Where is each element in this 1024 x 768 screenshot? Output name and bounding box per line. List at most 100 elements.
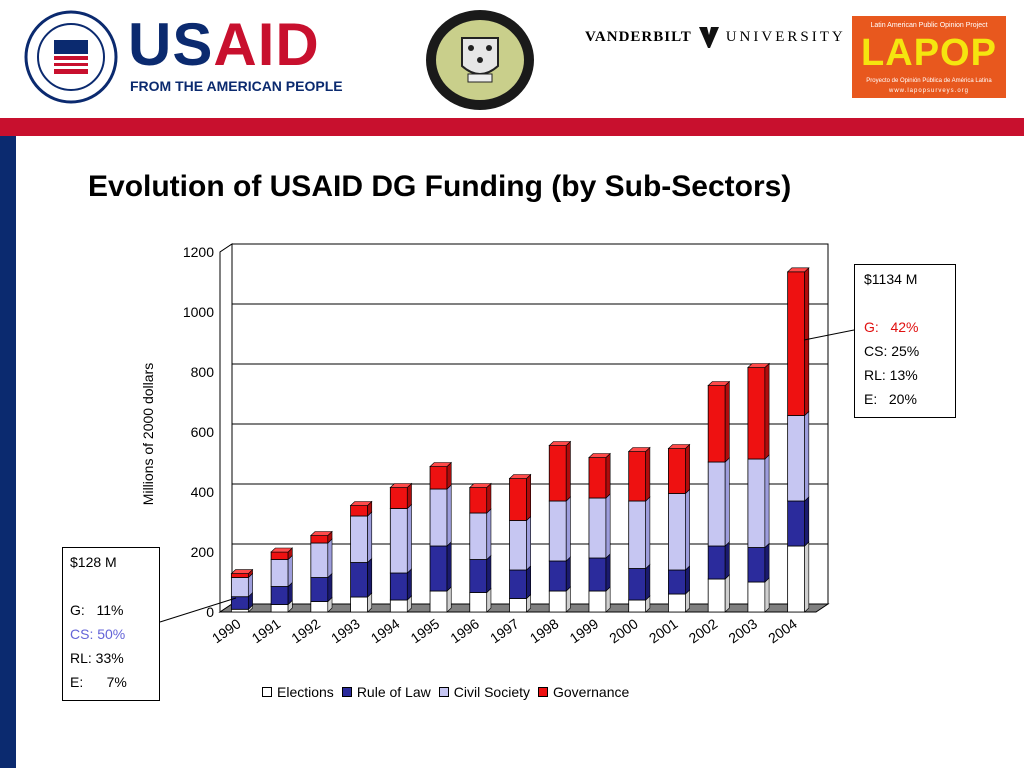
bar-top <box>270 547 294 553</box>
bar-segment-governance <box>588 457 607 499</box>
bar-segment-civil-society <box>429 488 448 547</box>
x-tick-label: 1994 <box>368 615 403 646</box>
callout-civil-society: CS: 25% <box>864 343 920 359</box>
bar-top <box>389 483 413 488</box>
bar-side <box>406 568 412 601</box>
y-tick-label: 0 <box>206 604 214 620</box>
bar-segment-elections <box>548 590 567 613</box>
callout-elections: E: 20% <box>864 391 917 407</box>
callout-1990: $128 M G: 11% CS: 50% RL: 33% E: 7% <box>62 547 160 701</box>
bar-segment-governance <box>787 271 806 416</box>
bar-segment-governance <box>310 535 329 544</box>
legend-label: Rule of Law <box>356 684 431 700</box>
bar-segment-civil-society <box>469 512 488 560</box>
bar-side <box>486 482 492 514</box>
bar-segment-elections <box>628 599 647 613</box>
y-axis-label: Millions of 2000 dollars <box>140 363 156 505</box>
bar-side <box>486 554 492 594</box>
x-tick-label: 1992 <box>288 615 323 646</box>
bar-segment-elections <box>350 596 368 613</box>
y-tick-label: 800 <box>191 364 215 380</box>
x-tick-label: 2004 <box>765 615 800 646</box>
bar-segment-elections <box>270 604 289 613</box>
bar-side <box>724 380 730 463</box>
vanderbilt-v-icon <box>698 27 719 48</box>
bar-segment-rule-of-law <box>270 586 289 605</box>
bar-side <box>804 541 810 613</box>
red-divider-bar <box>0 118 1024 136</box>
bar-side <box>406 503 412 574</box>
x-tick-label: 1996 <box>447 615 482 646</box>
bar-top <box>707 381 731 386</box>
bar-segment-elections <box>787 545 806 613</box>
bar-segment-civil-society <box>350 515 368 563</box>
legend-label: Civil Society <box>453 684 530 700</box>
bar-segment-civil-society <box>389 508 408 574</box>
bar-top <box>508 474 532 479</box>
bar-segment-rule-of-law <box>707 545 726 580</box>
usaid-tagline: FROM THE AMERICAN PEOPLE <box>130 78 343 94</box>
pitt-seal-icon <box>426 10 534 110</box>
legend-item: Civil Society <box>438 684 530 700</box>
bar-segment-elections <box>588 590 607 613</box>
bar-side <box>367 557 373 598</box>
bar-segment-civil-society <box>310 542 329 578</box>
bar-side <box>764 542 770 583</box>
bar-side <box>685 488 690 571</box>
bar-top <box>747 363 770 368</box>
bar-segment-elections <box>747 581 766 613</box>
callout-governance: G: 11% <box>70 602 124 618</box>
bar-side <box>446 541 452 592</box>
y-tick-label: 600 <box>191 424 215 440</box>
bar-side <box>526 473 532 522</box>
x-tick-label: 1995 <box>408 615 443 646</box>
x-tick-label: 1993 <box>328 615 363 646</box>
page-title: Evolution of USAID DG Funding (by Sub-Se… <box>88 170 792 203</box>
bar-side <box>526 565 532 600</box>
bar-side <box>804 267 810 417</box>
bar-segment-elections <box>668 593 686 613</box>
bar-segment-governance <box>707 385 726 463</box>
bar-side <box>446 484 452 547</box>
y-tick-label: 1200 <box>183 244 214 260</box>
bar-segment-governance <box>548 445 567 502</box>
legend-swatch <box>262 687 272 697</box>
chart-legend: Elections Rule of Law Civil Society Governa… <box>262 684 637 700</box>
bar-top <box>469 483 492 488</box>
bar-segment-governance <box>230 573 249 578</box>
bar-side <box>327 572 333 603</box>
plot-side-wall <box>219 243 233 613</box>
vanderbilt-logo: VANDERBILT UNIVERSITY <box>585 22 846 52</box>
bar-side <box>685 565 690 595</box>
bar-segment-rule-of-law <box>787 500 806 547</box>
bar-segment-governance <box>747 367 766 460</box>
callout-total: $128 M <box>70 554 117 570</box>
bar-side <box>804 410 810 502</box>
legend-item: Elections <box>262 684 334 700</box>
bar-side <box>645 446 651 502</box>
bar-segment-rule-of-law <box>389 572 408 601</box>
x-tick-label: 2001 <box>646 615 681 646</box>
callout-2004: $1134 M G: 42% CS: 25% RL: 13% E: 20% <box>854 264 956 418</box>
legend-swatch <box>341 687 352 697</box>
bar-side <box>605 493 611 559</box>
usaid-seal-icon <box>24 10 118 104</box>
bar-segment-elections <box>707 578 726 613</box>
bar-segment-civil-society <box>668 493 686 571</box>
bar-segment-civil-society <box>230 577 249 598</box>
bar-top <box>349 501 373 506</box>
bar-segment-rule-of-law <box>628 568 647 601</box>
callout-leader-1990 <box>159 597 237 623</box>
bar-side <box>764 362 770 460</box>
legend-item: Governance <box>538 684 629 700</box>
bar-segment-civil-society <box>548 500 567 562</box>
bar-segment-rule-of-law <box>310 577 329 602</box>
bar-top <box>230 569 254 574</box>
legend-item: Rule of Law <box>341 684 431 700</box>
bar-segment-elections <box>429 590 448 613</box>
legend-swatch <box>538 687 548 697</box>
legend-label: Elections <box>277 684 334 700</box>
bar-segment-rule-of-law <box>548 560 567 592</box>
bar-side <box>724 574 730 613</box>
